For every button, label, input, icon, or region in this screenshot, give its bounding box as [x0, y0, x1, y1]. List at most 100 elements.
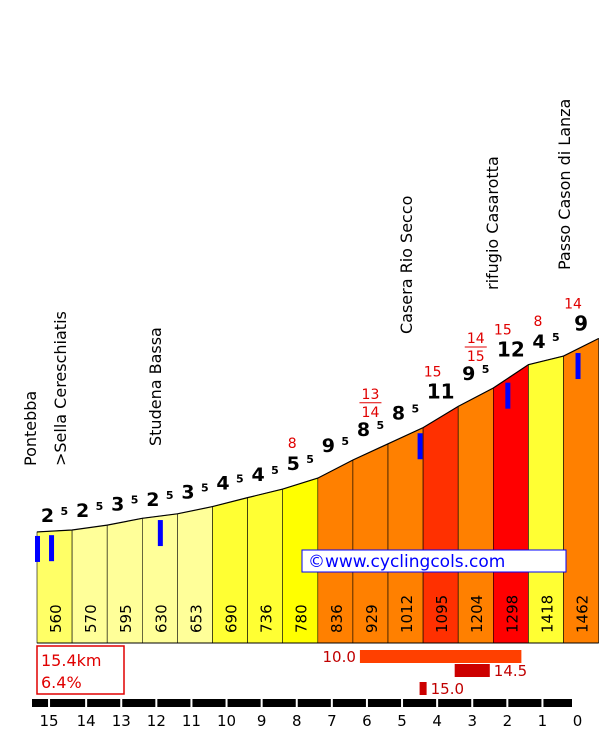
axis-tick — [85, 699, 88, 707]
summary-box — [36, 645, 125, 695]
axis-tick — [471, 699, 474, 707]
axis-tick — [260, 699, 263, 707]
gradient-decimal: 5 — [61, 505, 69, 518]
axis-tick — [541, 699, 544, 707]
altitude-label: 1095 — [433, 595, 451, 633]
gradient-label: 9 — [574, 312, 588, 336]
x-axis: 15 14 13 12 11 10 9 8 7 6 5 4 3 2 1 0 — [32, 699, 582, 730]
axis-tick-label: 15 — [39, 712, 58, 730]
altitude-labels: 560 570 595 630 653 690 736 780 836 929 1012 1095 12… — [47, 595, 592, 633]
axis-tick — [120, 699, 123, 707]
axis-tick — [506, 699, 509, 707]
profile-outline — [36, 337, 599, 644]
gradient-decimal: 5 — [412, 403, 420, 416]
watermark-text: ©www.cyclingcols.com — [308, 552, 505, 572]
altitude-label: 836 — [328, 604, 346, 633]
gradient-decimal: 5 — [236, 473, 244, 486]
axis-tick — [190, 699, 193, 707]
axis-tick-label: 12 — [147, 712, 166, 730]
gradient-label: 9 — [462, 363, 475, 385]
gradient-decimal: 5 — [201, 482, 209, 495]
axis-tick-label: 6 — [362, 712, 372, 730]
gradient-label: 12 — [497, 338, 525, 362]
gradient-label: 8 — [392, 403, 405, 425]
gradient-label: 3 — [181, 482, 194, 504]
axis-bar — [32, 699, 572, 707]
gradient-decimal: 5 — [166, 489, 174, 502]
waypoint-marker — [417, 433, 423, 460]
waypoint-marker — [157, 520, 163, 547]
altitude-label: 1204 — [468, 595, 486, 633]
steep-section-bar — [454, 664, 490, 677]
waypoint-marker — [49, 535, 55, 562]
axis-tick-label: 5 — [397, 712, 407, 730]
place-label: Passo Cason di Lanza — [555, 99, 574, 270]
gradient-label: 5 — [287, 453, 300, 475]
waypoint-marker — [505, 382, 511, 409]
axis-tick — [295, 699, 298, 707]
max-gradient-label: 8 — [533, 314, 542, 330]
summary-gradient: 6.4% — [41, 673, 82, 692]
axis-tick — [225, 699, 228, 707]
waypoint-marker — [35, 535, 40, 562]
waypoint-marker — [575, 353, 581, 380]
place-label: Studena Bassa — [146, 327, 165, 446]
gradient-label: 2 — [76, 500, 89, 522]
axis-tick — [436, 699, 439, 707]
altitude-label: 1462 — [574, 595, 592, 633]
max-gradient-label: 15 — [494, 323, 512, 339]
axis-tick-label: 8 — [292, 712, 302, 730]
gradient-label: 4 — [252, 464, 265, 486]
place-label: rifugio Casarotta — [483, 156, 502, 290]
watermark-box — [301, 549, 567, 573]
gradient-label: 4 — [532, 331, 545, 353]
place-label: Pontebba — [21, 391, 40, 466]
gradient-label: 11 — [427, 379, 455, 403]
axis-tick — [155, 699, 158, 707]
axis-tick — [401, 699, 404, 707]
axis-tick-label: 14 — [77, 712, 96, 730]
gradient-decimal: 5 — [482, 363, 490, 376]
gradient-label: 2 — [41, 505, 54, 527]
max-gradient-label: 13 — [362, 387, 380, 403]
altitude-label: 653 — [187, 604, 205, 633]
gradient-label: 3 — [111, 493, 124, 515]
gradient-decimal: 5 — [341, 435, 349, 448]
steep-section-label: 14.5 — [494, 662, 527, 680]
gradient-decimal: 5 — [271, 464, 279, 477]
max-gradient-label: 14 — [362, 405, 380, 421]
altitude-label: 1012 — [398, 595, 416, 633]
gradient-label: 8 — [357, 419, 370, 441]
axis-tick-label: 2 — [503, 712, 513, 730]
place-label: >Sella Cereschiatis — [51, 311, 70, 466]
axis-tick-label: 1 — [538, 712, 548, 730]
max-gradient-label: 15 — [467, 349, 485, 365]
gradient-label: 9 — [322, 435, 335, 457]
axis-tick — [576, 699, 579, 707]
waypoint-markers — [35, 353, 581, 562]
axis-tick-label: 9 — [257, 712, 267, 730]
place-labels: Pontebba >Sella Cereschiatis Studena Bassa… — [21, 99, 574, 466]
steepest-sections: 10.0 14.5 15.0 — [323, 648, 528, 698]
altitude-label: 630 — [152, 604, 170, 633]
axis-tick — [365, 699, 368, 707]
altitude-label: 1298 — [503, 595, 521, 633]
gradient-decimal: 5 — [96, 500, 104, 513]
altitude-label: 1418 — [538, 595, 556, 633]
max-gradient-label: 14 — [564, 297, 582, 313]
gradient-decimal: 5 — [306, 453, 314, 466]
summary-distance: 15.4km — [41, 651, 101, 670]
max-gradient-label: 14 — [467, 331, 485, 347]
altitude-label: 736 — [258, 604, 276, 633]
gradient-decimal: 5 — [552, 331, 560, 344]
steep-section-label: 10.0 — [323, 648, 356, 666]
gradient-decimal: 5 — [376, 419, 384, 432]
axis-tick-label: 0 — [573, 712, 583, 730]
gradient-label: 4 — [216, 473, 229, 495]
max-gradient-label: 15 — [424, 364, 442, 380]
altitude-label: 570 — [82, 604, 100, 633]
altitude-label: 595 — [117, 604, 135, 633]
place-label: Casera Rio Secco — [397, 196, 416, 334]
